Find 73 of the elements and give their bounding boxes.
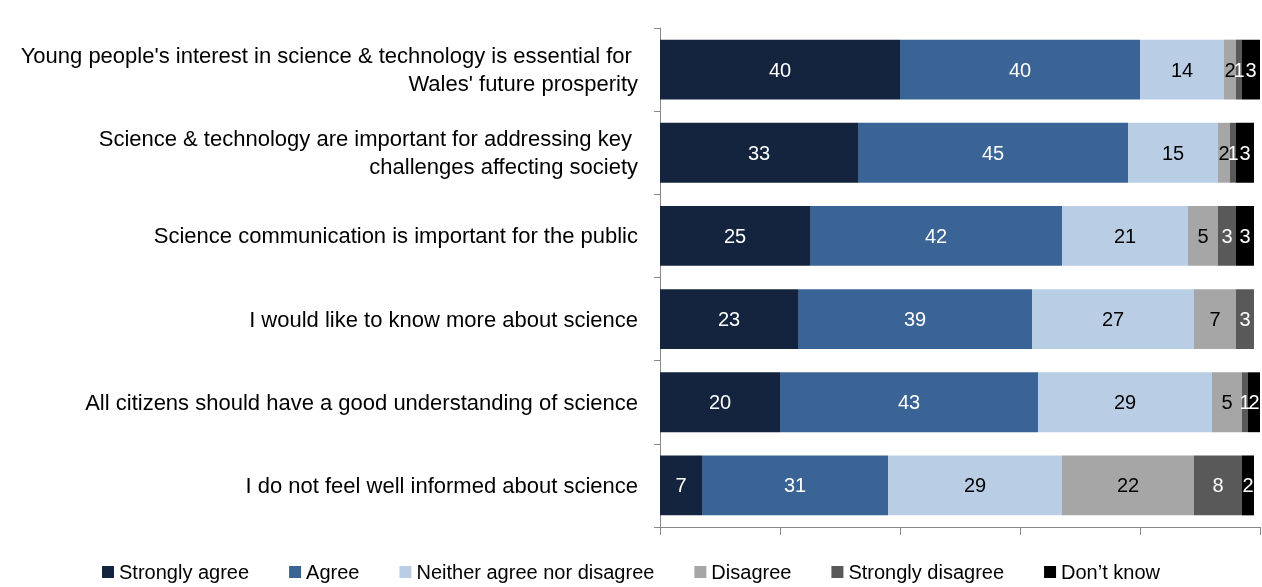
y-tick-label: Young people's interest in science & technology is essential for Wales' future prosperity: [20, 43, 638, 97]
data-label: 40: [1008, 58, 1032, 81]
bar: [660, 289, 798, 350]
bar: [1236, 289, 1254, 350]
data-label: 33: [747, 141, 771, 164]
bar: [660, 372, 780, 433]
data-label: 1: [1239, 391, 1251, 414]
data-label: 2: [1242, 474, 1254, 497]
legend-label: Don’t know: [1061, 561, 1161, 583]
data-label: 25: [723, 224, 747, 247]
data-label: 3: [1239, 224, 1251, 247]
bar: [798, 289, 1032, 350]
data-label: 23: [717, 308, 741, 331]
data-label: 7: [1209, 308, 1221, 331]
data-label: 3: [1221, 224, 1233, 247]
data-label: 40: [768, 58, 792, 81]
data-label: 15: [1161, 141, 1185, 164]
bar: [888, 455, 1062, 516]
y-tick-label: I do not feel well informed about science: [245, 472, 638, 498]
bar: [1212, 372, 1242, 433]
y-tick-label: All citizens should have a good understanding of science: [85, 389, 638, 415]
bar: [702, 455, 888, 516]
data-label: 43: [897, 391, 921, 414]
legend-label: Agree: [306, 561, 360, 583]
data-label: 2: [1224, 58, 1236, 81]
legend-label: Disagree: [711, 561, 792, 583]
data-label: 2: [1218, 141, 1230, 164]
data-label: 7: [675, 474, 687, 497]
bar: [1194, 455, 1242, 516]
data-label: 29: [1113, 391, 1137, 414]
y-tick-label: Science & technology are important for addressing key challenges affecting society: [98, 126, 638, 180]
y-tick-label: I would like to know more about science: [249, 306, 638, 332]
data-label: 3: [1245, 58, 1257, 81]
bar: [1236, 122, 1254, 183]
bar: [660, 39, 900, 100]
data-label: 45: [981, 141, 1005, 164]
bar: [1242, 39, 1260, 100]
data-label: 5: [1197, 224, 1209, 247]
bar: [858, 122, 1128, 183]
bar: [780, 372, 1038, 433]
bar: [900, 39, 1140, 100]
bar: [1062, 205, 1188, 266]
bar: [1032, 289, 1194, 350]
bar: [810, 205, 1062, 266]
data-label: 3: [1239, 308, 1251, 331]
data-label: 31: [783, 474, 807, 497]
data-label: 39: [903, 308, 927, 331]
data-label: 2: [1248, 391, 1260, 414]
bar: [1218, 205, 1236, 266]
bar: [1128, 122, 1218, 183]
data-label: 8: [1212, 474, 1224, 497]
data-label: 20: [708, 391, 732, 414]
legend-label: Neither agree nor disagree: [416, 561, 655, 583]
bar: [660, 205, 810, 266]
legend-label: Strongly agree: [119, 561, 250, 583]
data-label: 21: [1113, 224, 1137, 247]
data-label: 3: [1239, 141, 1251, 164]
data-label: 29: [963, 474, 987, 497]
data-label: 27: [1101, 308, 1125, 331]
data-label: 42: [924, 224, 948, 247]
legend-label: Strongly disagree: [848, 561, 1005, 583]
bar: [1194, 289, 1236, 350]
bar: [1062, 455, 1194, 516]
bar: [660, 455, 702, 516]
bar: [1188, 205, 1218, 266]
bar: [660, 122, 858, 183]
data-label: 22: [1116, 474, 1140, 497]
bar: [1038, 372, 1212, 433]
bar: [1236, 205, 1254, 266]
y-tick-label: Science communication is important for the public: [153, 223, 638, 249]
bar: [1140, 39, 1224, 100]
data-label: 5: [1221, 391, 1233, 414]
data-label: 14: [1170, 58, 1194, 81]
